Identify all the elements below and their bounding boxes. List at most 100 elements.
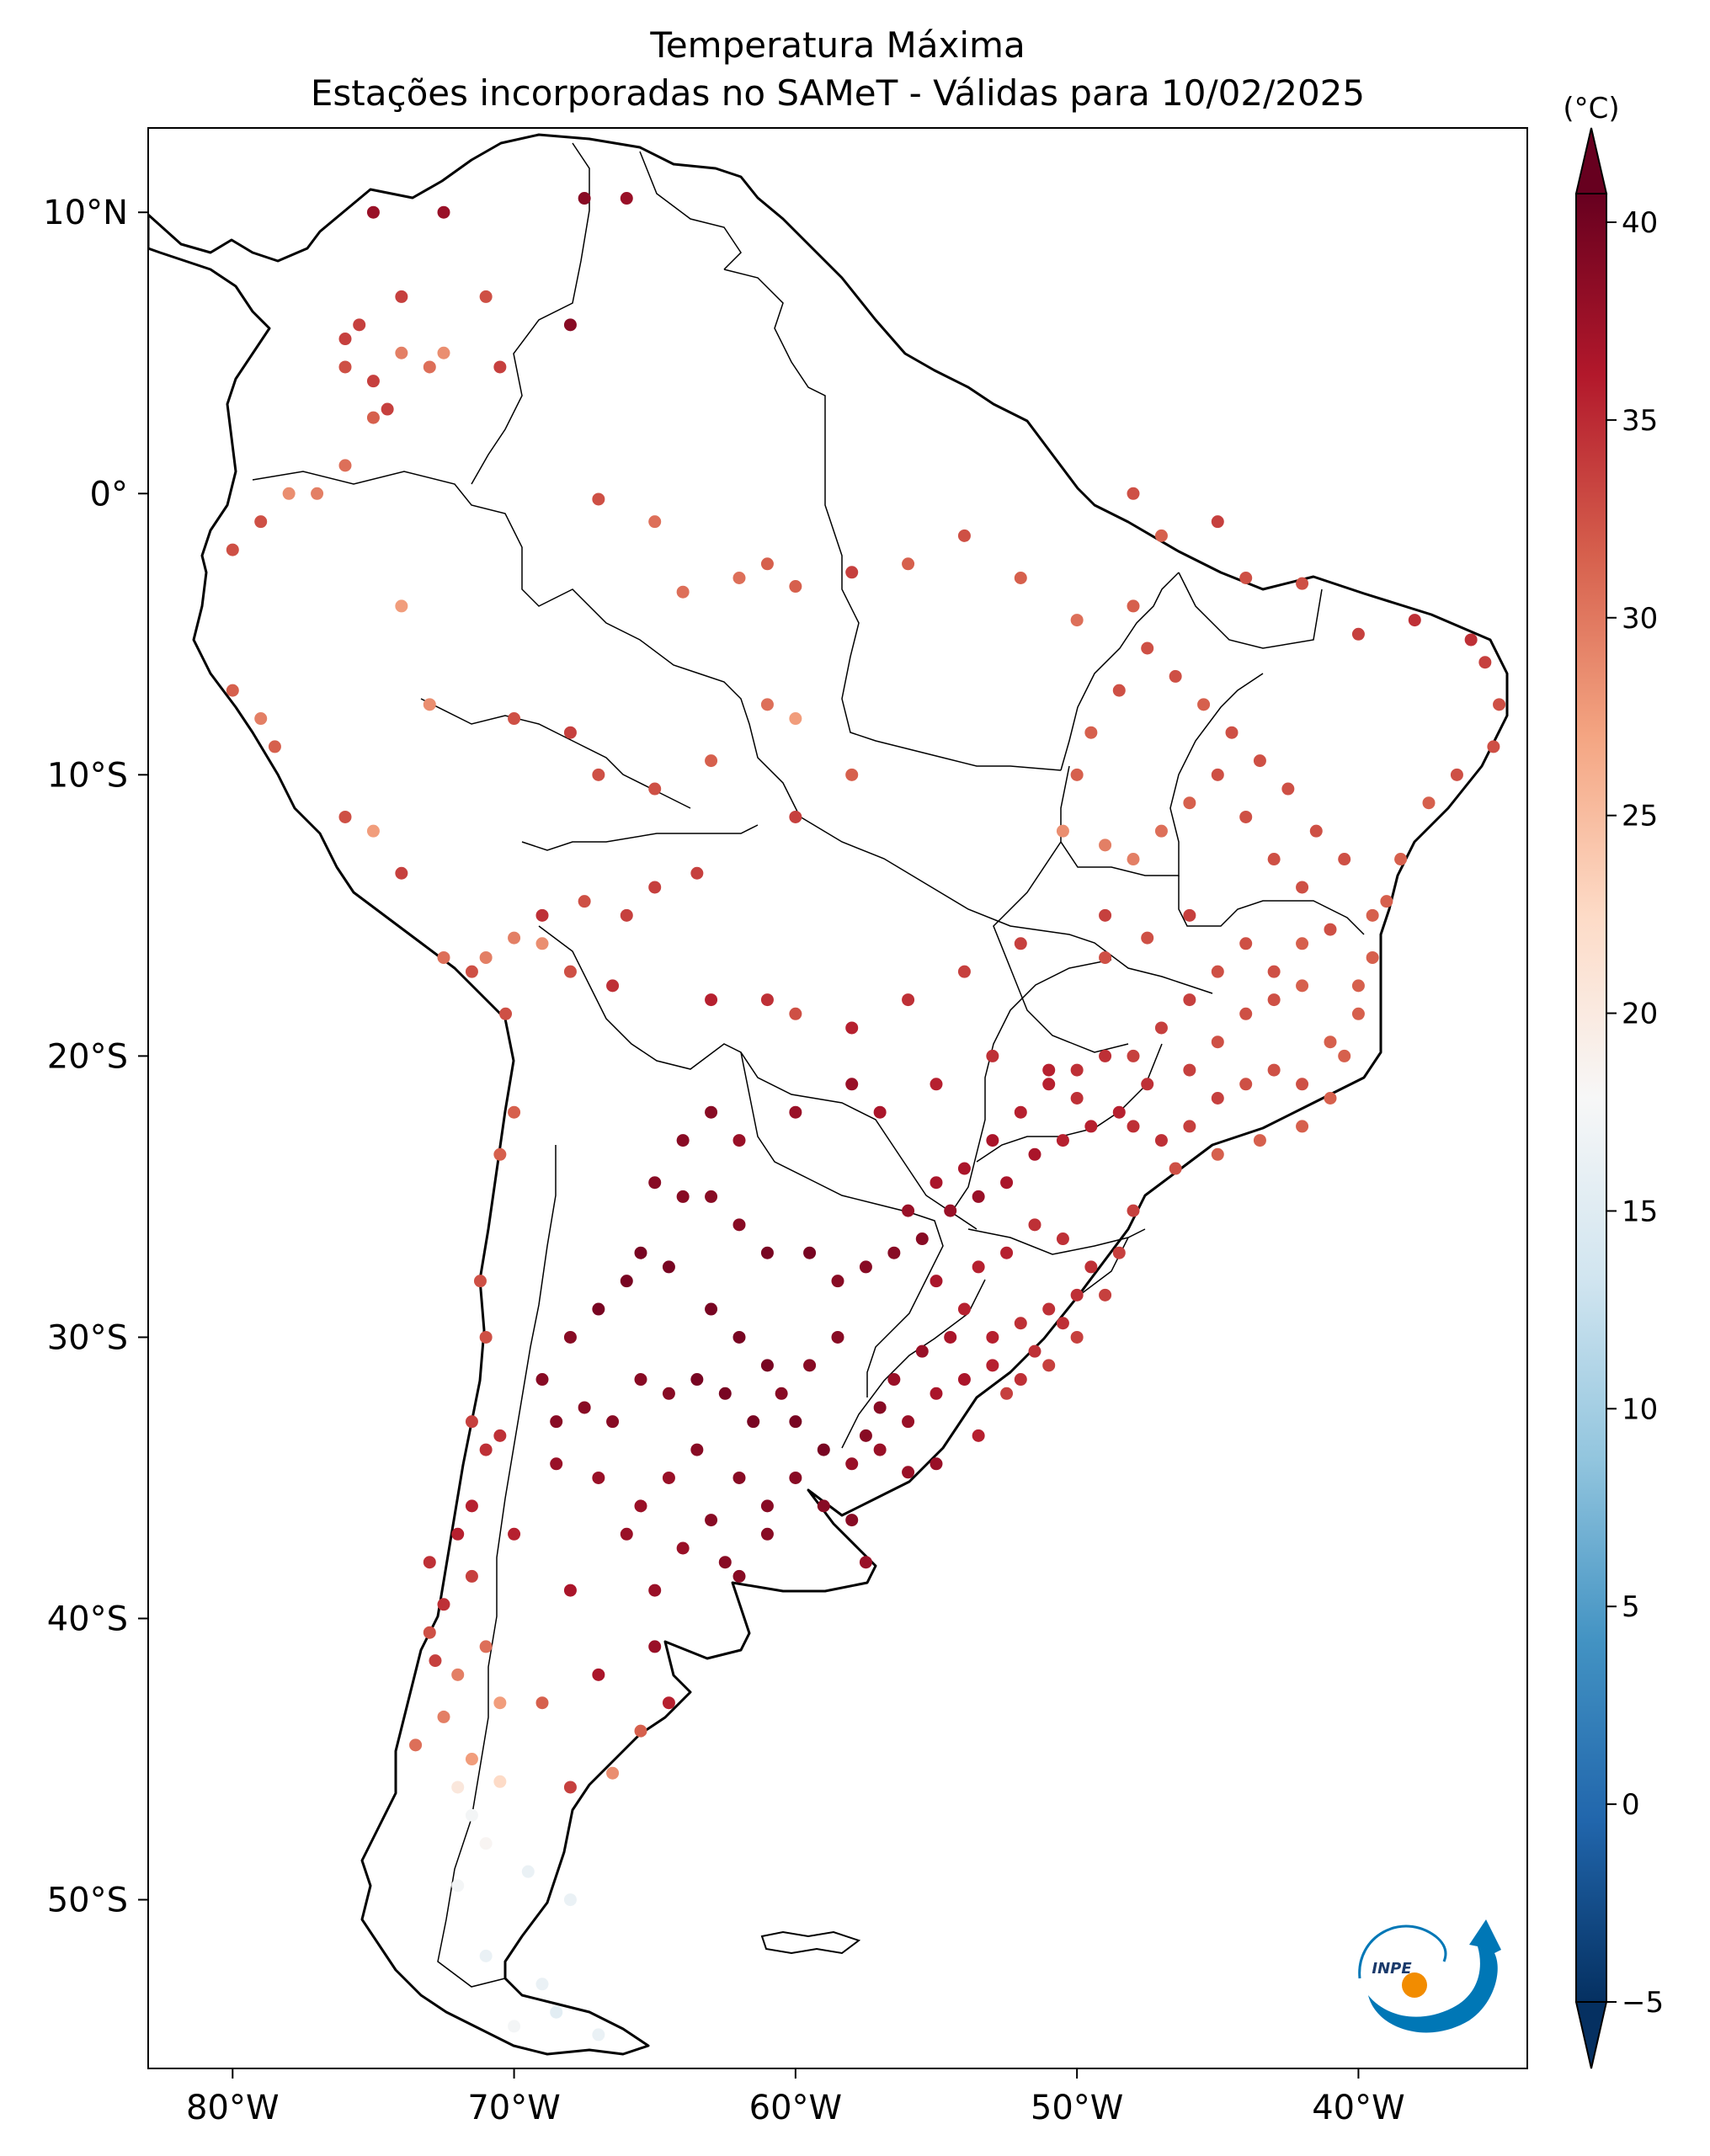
station-point — [732, 1471, 746, 1484]
station-point — [1239, 810, 1253, 823]
station-point — [747, 1415, 760, 1429]
station-point — [493, 1696, 507, 1710]
station-point — [648, 782, 662, 796]
station-point — [1099, 1288, 1112, 1302]
colorbar: (°C) 40 35 30 25 20 15 10 5 0 −5 — [1563, 92, 1664, 2069]
station-point — [1042, 1302, 1056, 1316]
station-point — [1380, 895, 1393, 908]
station-point — [437, 1710, 450, 1723]
station-point — [493, 1147, 507, 1161]
station-point — [803, 1359, 817, 1372]
station-point — [535, 1696, 549, 1710]
station-point — [845, 1021, 859, 1035]
station-point — [1070, 1092, 1084, 1105]
station-point — [1408, 614, 1421, 627]
station-point — [662, 1696, 675, 1710]
station-point — [479, 950, 493, 964]
map-area[interactable] — [147, 127, 1528, 2069]
station-point — [902, 557, 915, 571]
colorbar-tick-label: −5 — [1622, 1986, 1664, 2020]
station-point — [338, 333, 352, 346]
station-point — [634, 1373, 647, 1387]
station-point — [1253, 754, 1266, 768]
station-point — [282, 487, 296, 500]
station-point — [915, 1232, 929, 1246]
station-point — [1112, 1105, 1126, 1119]
station-point — [563, 1584, 577, 1597]
station-point — [563, 726, 577, 739]
station-point — [789, 810, 802, 823]
station-point — [535, 908, 549, 922]
station-point — [578, 895, 591, 908]
station-point — [634, 1499, 647, 1513]
station-point — [366, 411, 380, 424]
colorbar-tick-label: 20 — [1622, 998, 1658, 1031]
station-point — [1296, 1078, 1309, 1091]
station-point — [1211, 1035, 1224, 1049]
station-point — [1450, 768, 1463, 781]
station-point — [395, 866, 408, 880]
station-point — [789, 1471, 802, 1484]
station-point — [1127, 1049, 1140, 1062]
station-point — [1000, 1176, 1014, 1190]
station-point — [972, 1429, 985, 1442]
station-point — [620, 192, 633, 205]
station-point — [648, 1584, 662, 1597]
station-point — [451, 1781, 465, 1794]
station-point — [563, 965, 577, 978]
station-point — [902, 993, 915, 1007]
station-point — [1014, 1105, 1027, 1119]
station-point — [845, 566, 859, 579]
station-point — [1042, 1063, 1056, 1077]
station-point — [957, 1302, 971, 1316]
lon-tick-label: 70°W — [467, 2089, 560, 2127]
station-point — [508, 2020, 521, 2033]
station-point — [705, 1190, 718, 1203]
station-point — [705, 1105, 718, 1119]
continent-outline — [148, 133, 1509, 2056]
station-point — [479, 1443, 493, 1456]
station-point — [1070, 614, 1084, 627]
station-point — [1239, 571, 1253, 584]
station-point — [465, 1415, 478, 1429]
station-point — [1028, 1147, 1041, 1161]
station-point — [930, 1176, 943, 1190]
inpe-sun — [1402, 1972, 1427, 1998]
station-point — [1338, 1049, 1351, 1062]
station-point — [311, 487, 324, 500]
station-point — [944, 1330, 957, 1344]
station-point — [1351, 1007, 1365, 1020]
station-point — [1127, 1120, 1140, 1133]
station-point — [1014, 937, 1027, 950]
station-point — [1394, 853, 1408, 866]
station-point — [705, 993, 718, 1007]
station-point — [465, 965, 478, 978]
station-point — [1281, 782, 1295, 796]
station-point — [563, 1893, 577, 1907]
station-point — [563, 318, 577, 332]
station-point — [732, 1569, 746, 1583]
station-point — [395, 346, 408, 359]
station-point — [508, 1527, 521, 1541]
lon-tick-label: 50°W — [1031, 2089, 1123, 2127]
station-point — [592, 2028, 605, 2042]
station-point — [718, 1387, 732, 1400]
station-point — [1070, 1063, 1084, 1077]
station-point — [902, 1415, 915, 1429]
station-point — [718, 1556, 732, 1569]
station-point — [508, 1105, 521, 1119]
station-point — [760, 1246, 774, 1259]
station-point — [930, 1387, 943, 1400]
lat-tick-label: 10°S — [47, 756, 128, 795]
station-point — [1154, 824, 1168, 838]
lat-tick-label: 30°S — [47, 1318, 128, 1357]
station-point — [817, 1499, 830, 1513]
station-point — [1351, 979, 1365, 993]
station-point — [1296, 1120, 1309, 1133]
station-point — [957, 529, 971, 542]
station-point — [592, 768, 605, 781]
station-point — [1169, 1162, 1182, 1175]
station-point — [789, 712, 802, 726]
station-point — [493, 360, 507, 374]
station-point — [1267, 965, 1281, 978]
